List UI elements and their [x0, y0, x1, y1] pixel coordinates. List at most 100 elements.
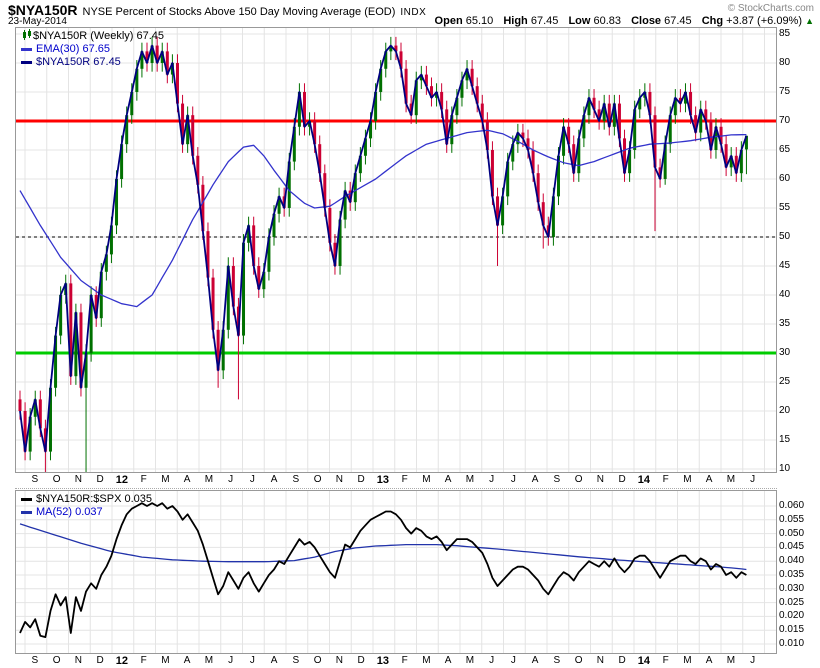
candle-body: [556, 155, 560, 197]
candle-body: [328, 207, 332, 243]
candle-body: [567, 126, 571, 145]
candle-body: [394, 45, 398, 52]
x-axis-label: 12: [115, 655, 128, 667]
x-axis-label: A: [531, 474, 539, 485]
candle-body: [541, 202, 545, 226]
x-axis-label: 13: [376, 474, 389, 486]
candle-body: [297, 91, 301, 127]
lower-y-tick: 0.010: [779, 638, 805, 649]
ratio-chart-canvas: [16, 491, 776, 653]
candle-body: [18, 399, 22, 411]
candle-body: [678, 97, 682, 104]
candle-body: [673, 97, 677, 116]
close-value: 67.45: [664, 15, 692, 27]
candle-body: [623, 138, 627, 174]
candle-body: [181, 103, 185, 145]
candle-body: [358, 155, 362, 174]
candle-body: [496, 196, 500, 226]
candle-body: [501, 196, 505, 226]
copyright-link[interactable]: © StockCharts.com: [727, 3, 814, 14]
x-axis-label: D: [618, 474, 626, 485]
candle-body: [155, 45, 159, 63]
x-axis-label: M: [726, 474, 736, 485]
main-legend-ema: EMA(30) 67.65: [36, 43, 110, 55]
candle-body: [506, 161, 510, 197]
low-value: 60.83: [593, 15, 622, 27]
candle-body: [526, 138, 530, 150]
x-axis-label: M: [161, 655, 170, 666]
candle-body: [302, 91, 306, 127]
x-axis-label: J: [228, 655, 234, 666]
x-axis-label: 12: [115, 474, 128, 486]
exchange-tag: INDX: [400, 7, 427, 18]
high-value: 67.45: [530, 15, 559, 27]
candle-body: [399, 51, 403, 69]
x-axis-label: 13: [376, 655, 389, 667]
candle-body: [313, 120, 317, 145]
x-axis-label: A: [705, 655, 713, 666]
candle-body: [201, 184, 205, 232]
candle-body: [318, 144, 322, 174]
main-y-tick: 10: [779, 462, 791, 474]
x-axis-label: S: [292, 474, 300, 485]
candle-body: [252, 225, 256, 266]
candle-body: [277, 196, 281, 214]
x-axis-label: N: [335, 655, 343, 666]
x-axis-label: S: [553, 655, 561, 666]
main-price-panel[interactable]: $NYA150R (Weekly) 67.45 EMA(30) 67.65 $N…: [15, 27, 777, 473]
x-axis-label: D: [357, 474, 365, 485]
candle-body: [84, 352, 88, 388]
candle-body: [699, 109, 703, 133]
x-axis-label: D: [618, 655, 626, 666]
x-axis-label: F: [140, 655, 147, 666]
candle-body: [582, 115, 586, 139]
main-y-tick: 20: [779, 404, 791, 416]
candle-body: [704, 109, 708, 121]
lower-y-tick: 0.035: [779, 568, 805, 580]
candle-body: [465, 68, 469, 81]
x-axis-label: S: [31, 655, 39, 666]
x-axis-label: O: [52, 655, 61, 666]
candle-body: [628, 149, 632, 174]
candle-body: [683, 91, 687, 104]
candle-body: [221, 329, 225, 371]
candle-body: [577, 138, 581, 174]
candle-body: [165, 51, 169, 75]
candle-body: [353, 173, 357, 203]
x-axis-label: J: [489, 474, 495, 485]
main-y-tick: 40: [779, 288, 791, 300]
lower-y-axis: 0.060 0.055 0.050 0.045 0.040 0.035 0.030 0.025…: [778, 490, 820, 652]
candle-body: [135, 68, 139, 92]
chg-value: +3.87 (+6.09%): [726, 15, 803, 27]
candle-body: [226, 265, 230, 330]
candle-body: [94, 294, 98, 319]
price-line: [19, 44, 748, 453]
close-label: Close: [631, 15, 662, 27]
candle-body: [404, 68, 408, 104]
candle-body: [242, 242, 246, 336]
candle-body: [389, 45, 393, 52]
main-y-tick: 80: [779, 56, 791, 68]
x-axis-label: O: [313, 655, 322, 666]
candle-body: [597, 109, 601, 121]
candle-body: [33, 399, 37, 417]
candle-body: [414, 80, 418, 116]
symbol: $NYA150R: [8, 2, 78, 18]
main-y-tick: 70: [779, 114, 791, 126]
x-axis-label: N: [596, 655, 604, 666]
candle-body: [287, 161, 291, 208]
candle-body: [516, 132, 520, 145]
main-chart-canvas: [16, 28, 776, 472]
candle-body: [633, 109, 637, 150]
candle-body: [120, 144, 124, 179]
x-axis-label: M: [422, 655, 431, 666]
candle-body: [109, 225, 113, 255]
chart-date: 23-May-2014: [8, 16, 67, 27]
ratio-panel[interactable]: $NYA150R:$SPX 0.035 MA(52) 0.037: [15, 490, 777, 654]
price-line-swatch: [21, 61, 32, 64]
high-label: High: [503, 15, 528, 27]
x-axis-label: O: [313, 474, 322, 485]
open-label: Open: [434, 15, 463, 27]
x-axis-label: A: [183, 474, 191, 485]
candle-body: [196, 155, 200, 185]
